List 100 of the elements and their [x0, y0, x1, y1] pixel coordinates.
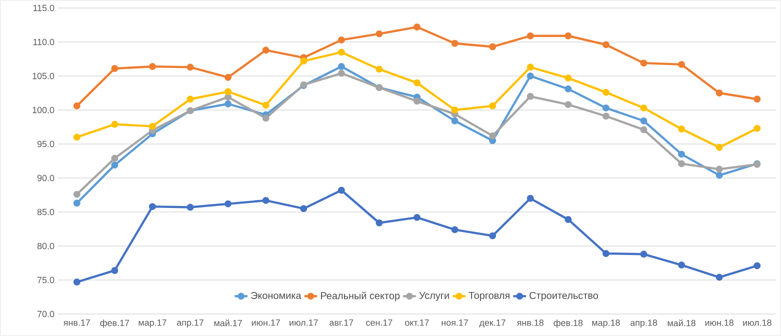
y-tick-label: 85.0: [37, 208, 54, 216]
point: [186, 204, 194, 211]
x-tick-label: окт.17: [405, 320, 429, 326]
x-tick-label: авг.17: [330, 320, 354, 326]
point: [376, 66, 383, 73]
x-tick-label: ноя.17: [442, 320, 468, 326]
point: [338, 70, 345, 77]
point: [602, 88, 610, 96]
legend-label: Торговля: [468, 292, 510, 301]
x-tick-label: дек.17: [479, 320, 506, 328]
point: [186, 64, 194, 71]
y-tick-label: 115.0: [33, 4, 54, 12]
point: [602, 104, 610, 112]
point: [262, 46, 270, 54]
point: [111, 266, 118, 274]
point: [111, 154, 118, 162]
point: [111, 65, 118, 72]
point: [602, 41, 610, 48]
x-tick-label: янв.17: [63, 320, 90, 326]
point: [564, 32, 572, 40]
point: [489, 102, 496, 110]
x-tick-label: июн.17: [252, 320, 280, 326]
point: [224, 88, 232, 96]
point: [414, 79, 420, 86]
point: [262, 102, 270, 109]
point: [338, 186, 345, 194]
point: [678, 150, 686, 158]
point: [678, 126, 686, 133]
x-tick-label: мар.17: [138, 320, 166, 328]
point: [148, 62, 156, 70]
point: [716, 90, 723, 96]
point: [526, 64, 534, 71]
point: [564, 74, 572, 82]
point: [754, 262, 761, 270]
point: [640, 126, 648, 134]
point: [224, 74, 232, 81]
point: [111, 120, 118, 128]
point: [262, 114, 270, 122]
point: [716, 166, 723, 173]
legend-label: Реальный сектор: [321, 292, 400, 302]
x-tick-label: июн.18: [705, 320, 734, 326]
point: [489, 232, 496, 240]
x-tick-label: апр.17: [176, 320, 204, 328]
point: [338, 62, 345, 70]
point: [451, 40, 458, 47]
x-tick-label: фев.17: [100, 320, 130, 328]
point: [73, 102, 80, 110]
x-tick-label: сен.17: [366, 320, 392, 326]
legend-label: Услуги: [419, 292, 449, 301]
point: [186, 96, 194, 103]
legend-label: Строительство: [530, 292, 598, 301]
point: [224, 200, 232, 208]
point: [602, 250, 610, 257]
point: [414, 24, 420, 31]
point: [640, 250, 648, 258]
point: [414, 98, 420, 105]
y-tick-label: 70.0: [37, 310, 54, 318]
point: [489, 43, 496, 50]
x-tick-label: мар.18: [592, 320, 620, 328]
x-tick-label: фев.18: [554, 320, 583, 328]
point: [716, 144, 723, 151]
point: [111, 162, 118, 169]
point: [262, 196, 270, 204]
point: [376, 30, 383, 38]
point: [451, 226, 458, 234]
point: [716, 172, 723, 179]
point: [640, 60, 648, 67]
point: [602, 112, 610, 120]
point: [338, 36, 345, 44]
point: [338, 48, 345, 56]
point: [678, 160, 686, 168]
legend-label: Экономика: [251, 292, 302, 300]
point: [678, 60, 686, 68]
y-tick-label: 95.0: [37, 140, 54, 148]
point: [224, 100, 232, 108]
point: [526, 194, 534, 202]
point: [640, 104, 648, 112]
point: [300, 205, 308, 212]
point: [224, 94, 232, 101]
point: [451, 117, 458, 124]
y-tick-label: 100.0: [32, 106, 54, 114]
point: [300, 58, 308, 65]
point: [73, 278, 80, 286]
y-tick-label: 75.0: [37, 276, 54, 284]
x-tick-label: июл.17: [290, 320, 318, 326]
y-tick-label: 80.0: [37, 242, 54, 250]
x-tick-label: май.17: [214, 320, 242, 326]
x-tick-label: апр.18: [630, 320, 657, 328]
point: [564, 101, 572, 108]
point: [754, 124, 761, 132]
y-tick-label: 90.0: [37, 174, 54, 182]
point: [148, 122, 156, 130]
point: [640, 117, 648, 124]
x-tick-label: май.18: [668, 320, 696, 326]
point: [73, 134, 80, 141]
x-tick-label: июл.18: [743, 320, 772, 326]
y-tick-label: 110.0: [33, 38, 54, 46]
point: [73, 200, 80, 207]
point: [489, 132, 496, 140]
point: [678, 262, 686, 269]
